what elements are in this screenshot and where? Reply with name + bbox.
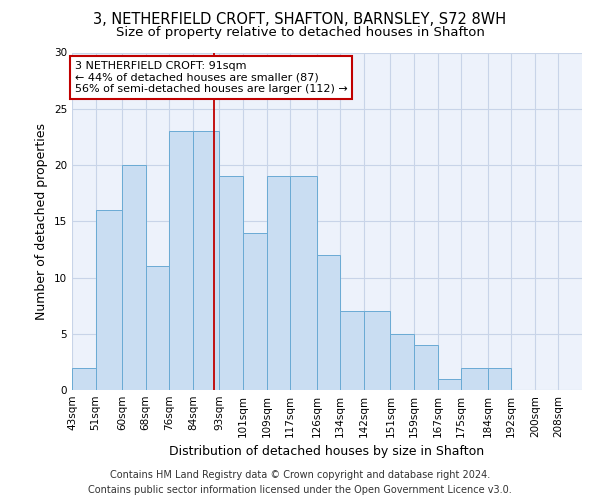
X-axis label: Distribution of detached houses by size in Shafton: Distribution of detached houses by size … <box>169 446 485 458</box>
Bar <box>340 311 364 390</box>
Bar <box>364 311 391 390</box>
Bar <box>461 368 488 390</box>
Bar <box>72 368 95 390</box>
Bar <box>95 210 122 390</box>
Bar <box>266 176 290 390</box>
Bar <box>146 266 169 390</box>
Bar <box>122 165 146 390</box>
Bar <box>169 131 193 390</box>
Bar <box>290 176 317 390</box>
Bar <box>414 345 437 390</box>
Bar <box>317 255 340 390</box>
Text: Contains HM Land Registry data © Crown copyright and database right 2024.
Contai: Contains HM Land Registry data © Crown c… <box>88 470 512 495</box>
Y-axis label: Number of detached properties: Number of detached properties <box>35 122 49 320</box>
Bar <box>391 334 414 390</box>
Text: 3 NETHERFIELD CROFT: 91sqm
← 44% of detached houses are smaller (87)
56% of semi: 3 NETHERFIELD CROFT: 91sqm ← 44% of deta… <box>74 61 347 94</box>
Bar <box>488 368 511 390</box>
Bar <box>437 379 461 390</box>
Bar <box>193 131 220 390</box>
Text: 3, NETHERFIELD CROFT, SHAFTON, BARNSLEY, S72 8WH: 3, NETHERFIELD CROFT, SHAFTON, BARNSLEY,… <box>94 12 506 28</box>
Text: Size of property relative to detached houses in Shafton: Size of property relative to detached ho… <box>116 26 484 39</box>
Bar <box>243 232 266 390</box>
Bar <box>220 176 243 390</box>
